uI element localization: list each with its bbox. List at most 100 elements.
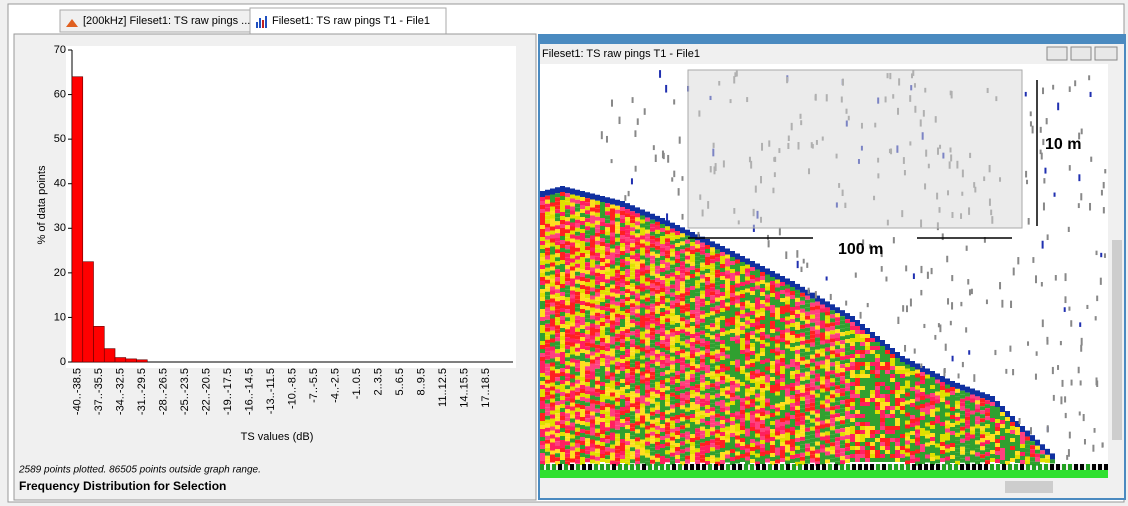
echo-cell xyxy=(760,396,765,400)
echo-cell xyxy=(1040,458,1045,462)
echo-cell xyxy=(585,458,590,462)
echo-cell xyxy=(580,401,585,405)
echo-cell xyxy=(675,231,680,235)
echo-cell xyxy=(970,415,975,419)
echo-cell xyxy=(565,445,570,449)
echo-cell xyxy=(710,267,715,271)
echo-cell xyxy=(765,327,770,331)
echo-cell xyxy=(755,386,760,390)
echo-cell xyxy=(665,270,670,274)
echo-cell xyxy=(700,395,705,399)
echo-cell xyxy=(850,438,855,442)
echo-cell xyxy=(550,315,555,319)
scroll-thumb[interactable] xyxy=(1005,481,1053,493)
echo-cell xyxy=(675,447,680,451)
echo-cell xyxy=(550,323,555,327)
echo-cell xyxy=(700,331,705,335)
scroll-thumb[interactable] xyxy=(1112,240,1122,440)
echo-cell xyxy=(990,430,995,434)
echo-cell xyxy=(625,373,630,377)
echo-cell xyxy=(580,429,585,433)
echo-cell xyxy=(930,445,935,449)
echo-cell xyxy=(610,369,615,373)
echo-cell xyxy=(600,258,605,262)
echo-cell xyxy=(860,446,865,450)
bottom-mark xyxy=(576,464,580,470)
echo-cell xyxy=(860,394,865,398)
echo-cell xyxy=(640,436,645,440)
echo-cell xyxy=(560,220,565,224)
echo-cell xyxy=(560,412,565,416)
echo-cell xyxy=(985,444,990,448)
tab-label[interactable]: [200kHz] Fileset1: TS raw pings ... xyxy=(83,15,250,27)
echo-cell xyxy=(780,298,785,302)
echo-dot xyxy=(885,277,887,282)
echo-cell xyxy=(795,454,800,458)
echo-cell xyxy=(545,396,550,400)
echo-cell xyxy=(615,238,620,242)
echo-cell xyxy=(565,209,570,213)
echo-cell xyxy=(685,416,690,420)
echo-dot xyxy=(1068,449,1070,457)
echo-cell xyxy=(540,269,545,273)
echo-cell xyxy=(610,421,615,425)
echo-cell xyxy=(790,327,795,331)
echo-cell xyxy=(715,418,720,422)
echo-cell xyxy=(695,448,700,452)
echo-cell xyxy=(640,328,645,332)
echo-cell xyxy=(595,273,600,277)
echo-cell xyxy=(680,245,685,249)
echo-cell xyxy=(665,454,670,458)
echo-dot xyxy=(1081,129,1083,135)
echo-cell xyxy=(810,451,815,455)
echo-cell xyxy=(775,300,780,304)
echo-cell xyxy=(955,401,960,405)
echo-cell xyxy=(895,386,900,390)
echo-cell xyxy=(635,425,640,429)
echo-cell xyxy=(765,407,770,411)
echo-cell xyxy=(665,278,670,282)
echo-cell xyxy=(715,334,720,338)
echo-cell xyxy=(560,244,565,248)
echo-cell xyxy=(575,428,580,432)
echo-cell xyxy=(640,324,645,328)
echo-cell xyxy=(735,288,740,292)
bottom-mark xyxy=(900,464,904,470)
echo-cell xyxy=(720,268,725,272)
echo-cell xyxy=(715,406,720,410)
echo-cell xyxy=(580,245,585,249)
echo-cell xyxy=(800,397,805,401)
echo-cell xyxy=(885,426,890,430)
window-controls[interactable] xyxy=(1047,47,1117,60)
echo-cell xyxy=(550,355,555,359)
echo-cell xyxy=(835,329,840,333)
echo-cell xyxy=(740,310,745,314)
echo-cell xyxy=(915,390,920,394)
echo-cell xyxy=(770,281,775,285)
echo-cell xyxy=(660,312,665,316)
echo-cell xyxy=(755,358,760,362)
echo-cell xyxy=(735,292,740,296)
echo-cell xyxy=(700,367,705,371)
echo-cell xyxy=(815,314,820,318)
echo-cell xyxy=(595,361,600,365)
echo-cell xyxy=(850,362,855,366)
echo-edge xyxy=(970,389,975,395)
echo-edge xyxy=(820,299,825,305)
echo-cell xyxy=(630,323,635,327)
echo-cell xyxy=(740,406,745,410)
echo-cell xyxy=(915,422,920,426)
echo-cell xyxy=(645,366,650,370)
echo-cell xyxy=(945,393,950,397)
echo-cell xyxy=(660,328,665,332)
echo-cell xyxy=(965,449,970,453)
echo-dot xyxy=(682,214,684,220)
echo-cell xyxy=(935,408,940,412)
echo-cell xyxy=(650,376,655,380)
echo-cell xyxy=(700,443,705,447)
echo-cell xyxy=(840,420,845,424)
tab-label[interactable]: Fileset1: TS raw pings T1 - File1 xyxy=(272,15,430,27)
echo-cell xyxy=(810,427,815,431)
echo-cell xyxy=(655,418,660,422)
echo-cell xyxy=(810,371,815,375)
